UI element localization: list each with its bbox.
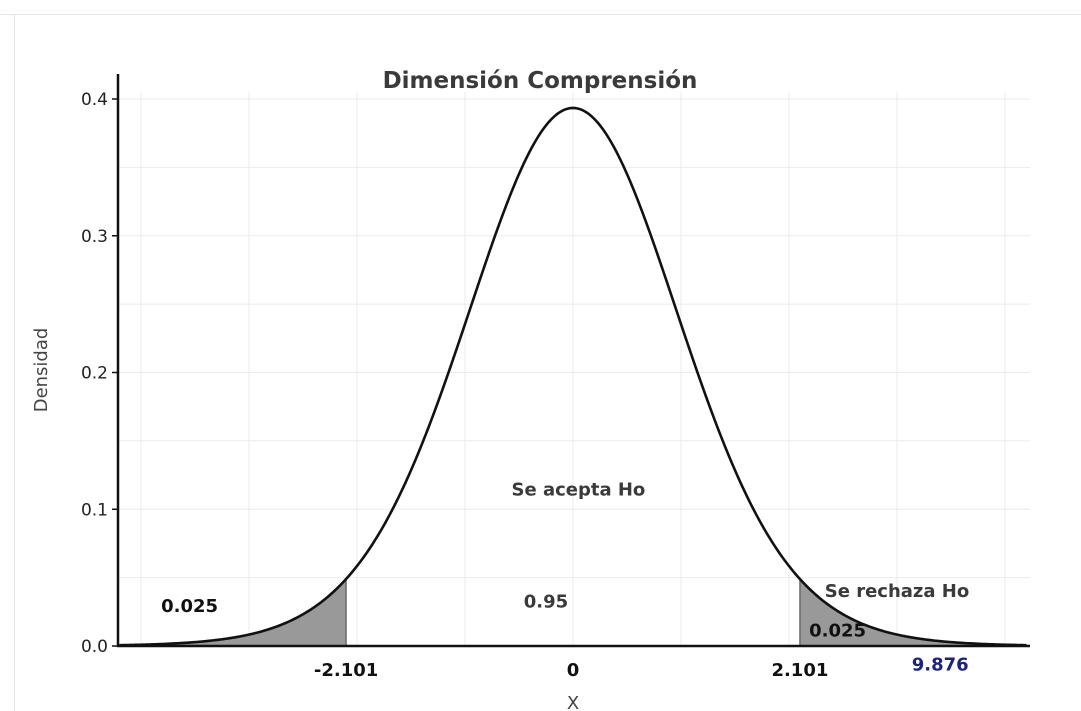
tick-labels: 0.0 0.1 0.2 0.3 0.4 -2.101 0 2.101: [81, 90, 828, 681]
y-tick-label: 0.4: [81, 90, 108, 110]
right-rejection-region: [799, 579, 1027, 646]
annotation-label: 0.025: [809, 620, 866, 641]
annotation-label: 9.876: [912, 655, 969, 676]
chart-title: Dimensión Comprensión: [383, 68, 698, 94]
x-tick-label: 0: [567, 660, 580, 681]
y-tick-label: 0.0: [81, 637, 108, 657]
rejection-regions: [119, 579, 1027, 646]
annotation-label: 0.95: [524, 592, 568, 613]
density-curve: [119, 106, 1027, 647]
grid-layer: [118, 92, 1030, 647]
y-axis-label: Densidad: [31, 328, 52, 413]
annotation-label: Se acepta Ho: [512, 480, 646, 501]
x-axis-label: X: [567, 693, 579, 711]
left-rejection-region: [119, 579, 347, 646]
y-tick-label: 0.3: [81, 227, 108, 247]
x-tick-label: 2.101: [771, 660, 828, 681]
x-tick-label: -2.101: [314, 660, 378, 681]
annotations: Se acepta Ho 0.95 Se rechaza Ho 0.025 0.025 9…: [161, 480, 969, 676]
annotation-label: Se rechaza Ho: [825, 581, 969, 602]
axes-layer: [112, 74, 1030, 648]
frame-top-border: [0, 14, 1081, 15]
density-curve-layer: [119, 106, 1027, 647]
y-tick-label: 0.1: [81, 500, 108, 520]
annotation-label: 0.025: [161, 596, 218, 617]
y-tick-label: 0.2: [81, 364, 108, 384]
frame-left-border: [14, 14, 15, 711]
